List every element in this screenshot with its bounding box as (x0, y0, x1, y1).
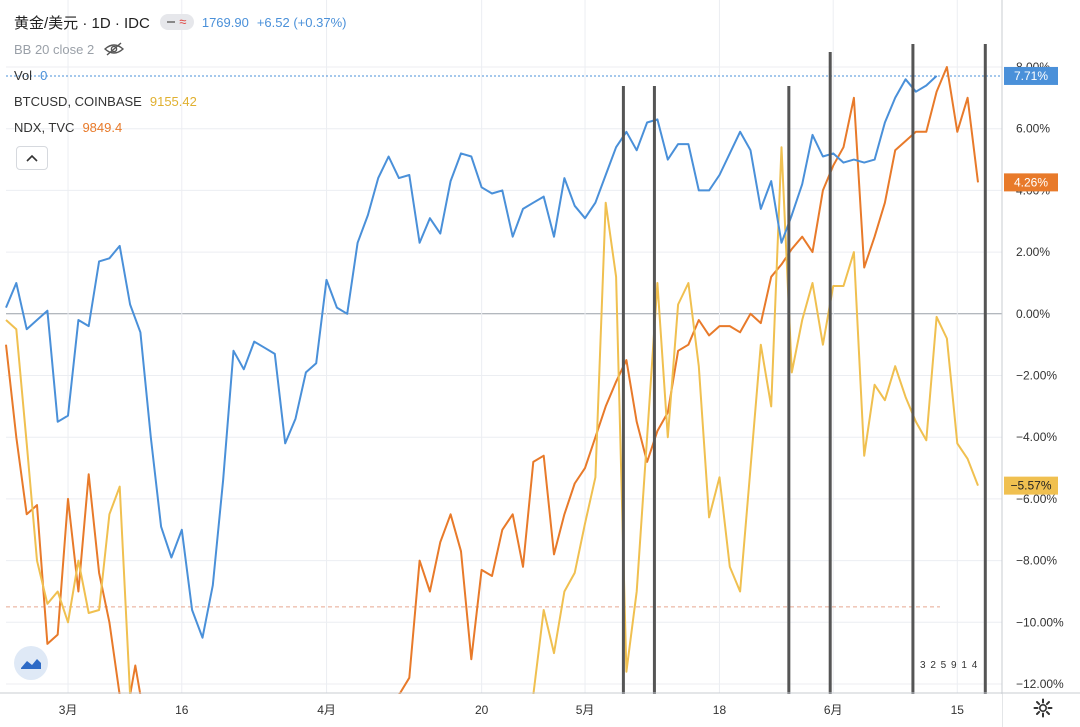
y-tick-label: −4.00% (1016, 430, 1057, 444)
btc-label: BTCUSD, COINBASE (14, 93, 142, 109)
x-tick-label: 3月 (59, 703, 78, 717)
last-value-badge (1004, 476, 1058, 495)
last-value-badge (1004, 66, 1058, 85)
x-axis-background (0, 694, 1002, 727)
series-lines (5, 66, 979, 696)
watermark-badge: 3 2 5 9 1 4 (920, 660, 979, 671)
tilde-compare-icon[interactable]: ≈ (159, 14, 194, 30)
series-line (5, 66, 979, 696)
y-tick-label: 0.00% (1016, 307, 1050, 321)
last-value-label: 4.26% (1014, 175, 1048, 189)
y-tick-label: −10.00% (1016, 615, 1064, 629)
x-tick-label: 6月 (824, 703, 843, 717)
vol-label: Vol (14, 67, 33, 83)
ndx-label: NDX, TVC (14, 119, 75, 135)
last-value-badge (1004, 173, 1058, 192)
reference-lines (6, 75, 1002, 608)
tradingview-logo-icon[interactable] (14, 646, 48, 680)
y-tick-label: −8.00% (1016, 554, 1057, 568)
price-value: 1769.90 (201, 14, 249, 30)
ndx-value: 9849.4 (82, 119, 123, 135)
vol-value: 0 (40, 67, 48, 83)
gear-icon[interactable] (1030, 695, 1056, 721)
x-tick-label: 20 (475, 703, 489, 717)
x-tick-label: 15 (951, 703, 965, 717)
series-line (5, 75, 938, 639)
x-tick-label: 5月 (576, 703, 595, 717)
x-tick-label: 16 (175, 703, 189, 717)
legend: 黄金/美元 · 1D · IDC ≈ 1769.90 +6.52 (+0.37%… (14, 8, 346, 140)
grid-lines (6, 0, 1002, 693)
y-tick-label: 6.00% (1016, 122, 1050, 136)
y-tick-label: −2.00% (1016, 369, 1057, 383)
btc-row[interactable]: BTCUSD, COINBASE 9155.42 (14, 88, 346, 114)
vol-row[interactable]: Vol 0 (14, 62, 346, 88)
x-tick-label: 4月 (317, 703, 336, 717)
symbol-title[interactable]: 黄金/美元 · 1D · IDC (14, 14, 150, 32)
vertical-markers (621, 44, 987, 713)
last-value-label: 7.71% (1014, 69, 1048, 83)
series-line (5, 146, 979, 696)
last-value-label: −5.57% (1010, 479, 1051, 493)
collapse-legend-button[interactable] (16, 146, 48, 170)
y-tick-label: −12.00% (1016, 677, 1064, 691)
y-axis-labels: 8.00%6.00%4.00%2.00%0.00%−2.00%−4.00%−6.… (1016, 60, 1064, 691)
last-value-badges: 7.71% 4.26% −5.57% (1004, 66, 1058, 495)
indicator-row[interactable]: BB 20 close 2 (14, 36, 346, 62)
y-tick-label: 2.00% (1016, 245, 1050, 259)
eye-off-icon[interactable] (104, 42, 125, 56)
chevron-up-icon (26, 154, 38, 162)
legend-main-row[interactable]: 黄金/美元 · 1D · IDC ≈ 1769.90 +6.52 (+0.37%… (14, 8, 346, 36)
indicator-label: BB 20 close 2 (14, 41, 95, 57)
btc-value: 9155.42 (149, 93, 197, 109)
ndx-row[interactable]: NDX, TVC 9849.4 (14, 114, 346, 140)
x-tick-label: 18 (713, 703, 727, 717)
x-axis-labels: 3月164月205月186月157月 (59, 703, 965, 717)
price-change: +6.52 (+0.37%) (256, 14, 347, 30)
y-tick-label: −6.00% (1016, 492, 1057, 506)
